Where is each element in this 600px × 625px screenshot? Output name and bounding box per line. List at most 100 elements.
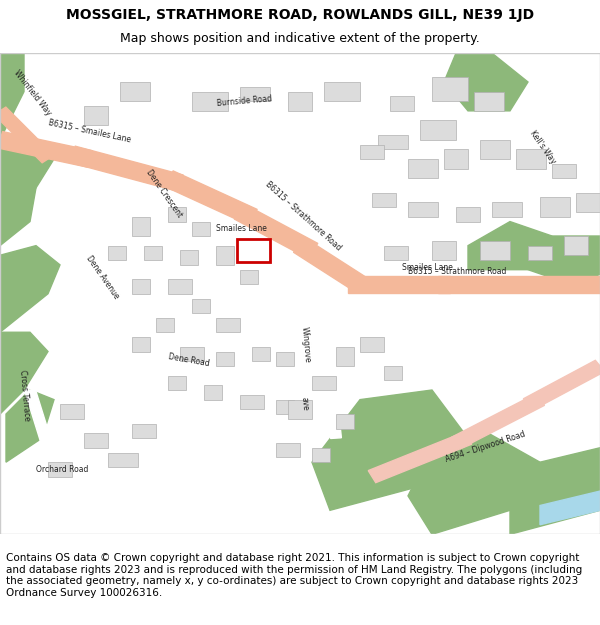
Polygon shape (103, 268, 161, 334)
Bar (180, 251, 198, 265)
Polygon shape (0, 188, 36, 246)
Text: Contains OS data © Crown copyright and database right 2021. This information is : Contains OS data © Crown copyright and d… (6, 553, 582, 598)
Bar (192, 92, 228, 111)
Text: Cross Terrace: Cross Terrace (18, 369, 31, 421)
Bar (384, 246, 408, 260)
Text: Wingrove: Wingrove (300, 326, 312, 363)
Bar (156, 318, 174, 332)
Polygon shape (510, 448, 600, 534)
Bar (192, 299, 210, 313)
Bar (84, 106, 108, 125)
Bar (84, 433, 108, 447)
Polygon shape (68, 146, 184, 191)
Polygon shape (524, 146, 574, 191)
Bar (480, 140, 510, 159)
Polygon shape (0, 53, 24, 140)
Bar (432, 241, 456, 260)
Bar (276, 443, 300, 458)
Bar (492, 202, 522, 217)
Polygon shape (368, 432, 472, 482)
Polygon shape (34, 448, 134, 481)
Text: B6315 – Strathmore Road: B6315 – Strathmore Road (408, 268, 506, 276)
Bar (480, 241, 510, 260)
Bar (276, 351, 294, 366)
Bar (564, 236, 588, 255)
Polygon shape (239, 111, 313, 129)
Text: Whinfield Way: Whinfield Way (12, 69, 53, 118)
Bar (192, 221, 210, 236)
Bar (168, 376, 186, 390)
Polygon shape (151, 331, 185, 401)
Polygon shape (451, 394, 545, 449)
Bar (180, 347, 204, 361)
Polygon shape (312, 390, 468, 510)
Polygon shape (0, 132, 93, 167)
Bar (252, 347, 270, 361)
Bar (432, 77, 468, 101)
Bar (390, 96, 414, 111)
Bar (276, 399, 294, 414)
Polygon shape (307, 293, 335, 381)
Bar (144, 246, 162, 260)
Bar (384, 366, 402, 381)
Polygon shape (540, 491, 600, 525)
Bar (240, 395, 264, 409)
Bar (168, 207, 186, 221)
Bar (372, 192, 396, 207)
Bar (474, 92, 504, 111)
Bar (216, 318, 240, 332)
Bar (240, 87, 270, 101)
Polygon shape (444, 53, 528, 111)
Bar (48, 462, 72, 477)
Bar (288, 92, 312, 111)
Bar (576, 192, 600, 212)
Bar (528, 246, 552, 260)
Text: B6315 – Strathmore Road: B6315 – Strathmore Road (264, 180, 343, 253)
Bar (336, 414, 354, 429)
Polygon shape (25, 389, 53, 449)
Text: ave: ave (300, 397, 310, 411)
Bar (312, 448, 330, 462)
Text: Orchard Road: Orchard Road (36, 465, 88, 474)
Polygon shape (6, 390, 54, 462)
Polygon shape (191, 107, 253, 125)
Text: Dene Avenue: Dene Avenue (84, 254, 121, 301)
Polygon shape (0, 140, 54, 221)
Bar (360, 337, 384, 351)
Bar (132, 337, 150, 351)
Bar (408, 202, 438, 217)
Bar (237, 239, 270, 262)
Polygon shape (175, 245, 197, 294)
Polygon shape (0, 107, 54, 162)
Bar (132, 424, 156, 438)
Polygon shape (438, 276, 600, 292)
Text: Dene Crescent: Dene Crescent (144, 168, 184, 219)
Bar (216, 351, 234, 366)
Polygon shape (348, 276, 450, 292)
Text: Kell's Way: Kell's Way (528, 129, 557, 166)
Bar (108, 452, 138, 467)
Polygon shape (128, 186, 184, 248)
Text: Map shows position and indicative extent of the property.: Map shows position and indicative extent… (120, 32, 480, 45)
Bar (204, 385, 222, 399)
Bar (516, 149, 546, 169)
Bar (324, 82, 360, 101)
Bar (60, 404, 84, 419)
Bar (408, 159, 438, 178)
Bar (108, 246, 126, 260)
Polygon shape (0, 246, 60, 332)
Bar (132, 217, 150, 236)
Polygon shape (234, 205, 318, 258)
Bar (168, 279, 192, 294)
Polygon shape (131, 348, 271, 384)
Bar (336, 347, 354, 366)
Text: Burnside Road: Burnside Road (216, 94, 272, 108)
Text: A694 – Dipwood Road: A694 – Dipwood Road (444, 430, 526, 464)
Bar (378, 135, 408, 149)
Text: Dene Road: Dene Road (168, 352, 211, 368)
Polygon shape (408, 429, 540, 534)
Text: Smailes Lane: Smailes Lane (216, 224, 267, 233)
Polygon shape (293, 239, 367, 291)
Bar (540, 198, 570, 217)
Polygon shape (325, 380, 341, 439)
